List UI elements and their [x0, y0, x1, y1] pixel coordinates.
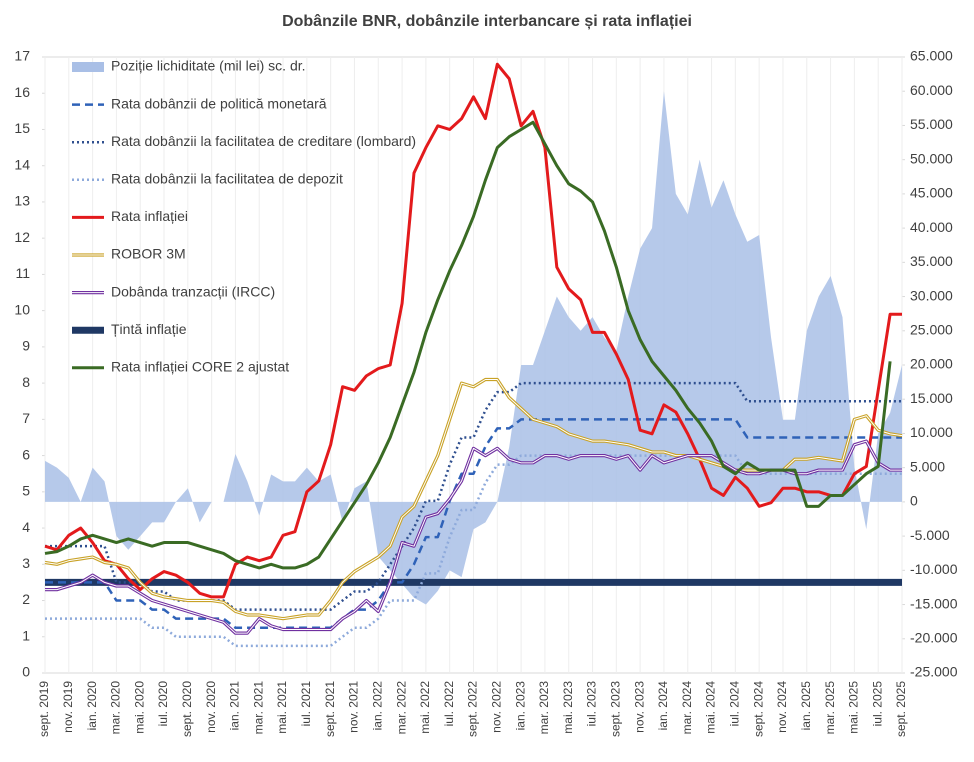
y2-tick-label: 35.000 [910, 253, 953, 269]
x-tick-label: ian. 2024 [656, 681, 670, 731]
x-tick-label: ian. 2021 [228, 681, 242, 731]
x-tick-label: mai. 2024 [704, 681, 718, 734]
y2-tick-label: -10.000 [910, 561, 958, 577]
y2-tick-label: -20.000 [910, 629, 958, 645]
y-tick-label: 5 [22, 483, 30, 499]
y-tick-label: 11 [15, 265, 30, 281]
legend-label: Poziție lichiditate (mil lei) sc. dr. [111, 58, 306, 74]
x-tick-label: mai. 2020 [132, 681, 146, 734]
legend-label: ROBOR 3M [111, 246, 186, 262]
x-tick-label: iul. 2023 [585, 681, 599, 727]
y-tick-label: 3 [22, 555, 30, 571]
x-tick-label: iul. 2025 [870, 681, 884, 727]
y-tick-label: 12 [14, 229, 30, 245]
x-tick-label: ian. 2023 [513, 681, 527, 731]
y-tick-label: 1 [22, 627, 30, 643]
x-tick-label: mai. 2021 [275, 681, 289, 734]
x-tick-label: iul. 2021 [299, 681, 313, 727]
y2-tick-label: 0 [910, 493, 918, 509]
y-tick-label: 2 [22, 591, 30, 607]
x-tick-label: sept. 2020 [180, 681, 194, 737]
x-tick-label: mai. 2023 [561, 681, 575, 734]
x-tick-label: nov. 2019 [61, 681, 75, 733]
legend-label: Rata dobânzii la facilitatea de depozit [111, 171, 343, 187]
y2-tick-label: -15.000 [910, 595, 958, 611]
series-line [44, 120, 892, 570]
y2-tick-label: 30.000 [910, 287, 953, 303]
y-tick-label: 16 [14, 84, 30, 100]
y2-tick-label: 5.000 [910, 458, 945, 474]
x-tick-label: nov. 2021 [347, 681, 361, 733]
x-tick-label: nov. 2024 [775, 681, 789, 733]
x-tick-label: mar. 2023 [537, 681, 551, 735]
x-tick-label: mar. 2020 [109, 681, 123, 735]
y2-tick-label: 55.000 [910, 116, 953, 132]
x-tick-label: sept. 2023 [609, 681, 623, 737]
legend-label: Dobânda tranzacții (IRCC) [111, 283, 275, 299]
legend-label: Rata inflației CORE 2 ajustat [111, 359, 289, 375]
x-tick-label: iul. 2022 [442, 681, 456, 727]
y2-tick-label: -5.000 [910, 527, 950, 543]
x-tick-label: nov. 2023 [632, 681, 646, 733]
y-tick-label: 14 [14, 156, 30, 172]
x-tick-label: sept. 2025 [894, 681, 908, 737]
legend-label: Rata inflației [111, 208, 188, 224]
x-tick-label: mar. 2024 [680, 681, 694, 735]
legend-swatch [72, 62, 104, 72]
series-line [44, 62, 902, 599]
x-tick-label: mai. 2022 [418, 681, 432, 734]
y2-tick-label: 50.000 [910, 150, 953, 166]
y2-tick-label: 45.000 [910, 185, 953, 201]
series-line [45, 418, 902, 629]
x-tick-label: ian. 2020 [85, 681, 99, 731]
x-tick-label: iul. 2020 [156, 681, 170, 727]
x-tick-label: ian. 2025 [799, 681, 813, 731]
y-tick-label: 10 [14, 301, 30, 317]
series-line-core [45, 440, 902, 634]
y-tick-label: 7 [22, 410, 30, 426]
y2-tick-label: 20.000 [910, 356, 953, 372]
x-tick-label: ian. 2022 [370, 681, 384, 731]
x-tick-label: mar. 2025 [823, 681, 837, 735]
x-tick-label: sept. 2024 [751, 681, 765, 737]
y-tick-label: 6 [22, 446, 30, 462]
x-tick-label: mar. 2022 [394, 681, 408, 735]
x-tick-label: mai. 2025 [847, 681, 861, 734]
x-tick-label: nov. 2020 [204, 681, 218, 733]
y-tick-label: 8 [22, 374, 30, 390]
y-tick-label: 17 [14, 48, 30, 64]
y2-tick-label: -25.000 [910, 664, 958, 680]
x-tick-label: sept. 2022 [466, 681, 480, 737]
y2-tick-label: 65.000 [910, 48, 953, 64]
y-tick-label: 13 [14, 193, 30, 209]
y-tick-label: 0 [22, 664, 30, 680]
y2-tick-label: 60.000 [910, 82, 953, 98]
legend-label: Țintă inflație [111, 321, 187, 337]
y2-tick-label: 25.000 [910, 321, 953, 337]
y2-tick-label: 15.000 [910, 390, 953, 406]
chart-title: Dobânzile BNR, dobânzile interbancare și… [282, 13, 692, 30]
legend-label: Rata dobânzii la facilitatea de creditar… [111, 133, 416, 149]
x-tick-label: sept. 2021 [323, 681, 337, 737]
y2-tick-label: 10.000 [910, 424, 953, 440]
liquidity-area [45, 91, 902, 605]
y-tick-label: 9 [22, 338, 30, 354]
x-tick-label: iul. 2024 [728, 681, 742, 727]
x-tick-label: sept. 2019 [37, 681, 51, 737]
legend-label: Rata dobânzii de politică monetară [111, 95, 327, 111]
x-tick-label: nov. 2022 [489, 681, 503, 733]
y-tick-label: 15 [14, 120, 30, 136]
y2-tick-label: 40.000 [910, 219, 953, 235]
x-tick-label: mar. 2021 [251, 681, 265, 735]
y-tick-label: 4 [22, 519, 30, 535]
